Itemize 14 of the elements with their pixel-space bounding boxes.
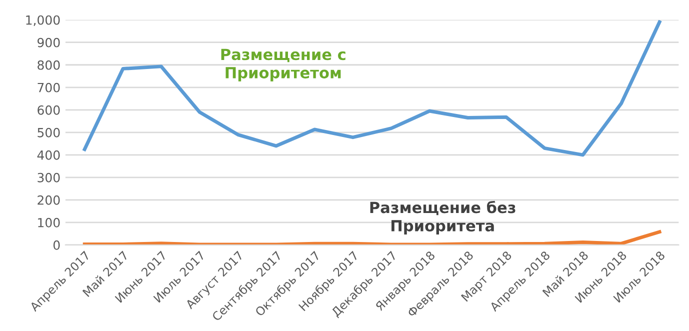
text: Размещение с Приоритетом [221,48,346,82]
y-tick-label: 800 [38,60,60,70]
y-tick-label: 1,000 [26,15,60,26]
series-label: Размещение без Приоритета [370,200,516,234]
y-tick-label: 900 [38,38,60,48]
y-tick-label: 600 [38,105,60,115]
line-series [82,20,662,157]
y-tick-label: 400 [37,150,60,160]
y-tick-label: 300 [38,172,60,182]
y-tick-label: 500 [38,128,60,138]
y-tick-label: 700 [38,82,60,92]
y-tick-label: 0 [53,240,60,250]
y-tick-label: 200 [38,195,60,205]
y-tick-label: 100 [38,218,60,228]
